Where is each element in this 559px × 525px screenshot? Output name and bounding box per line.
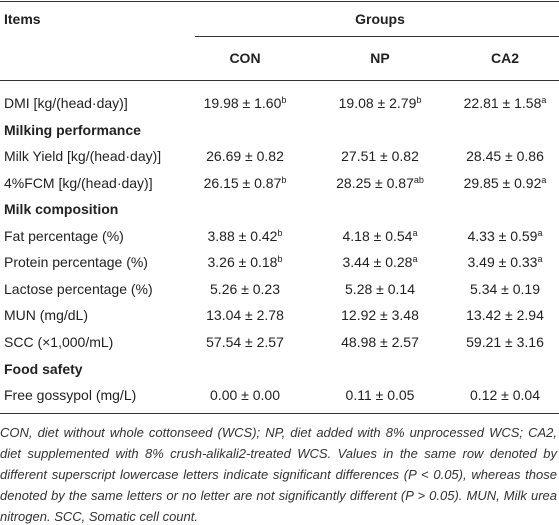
cell-value: 59.21 ± 3.16 [466, 333, 544, 350]
significance-letter: b [416, 95, 422, 105]
footnote: CON, diet without whole cottonseed (WCS)… [0, 425, 557, 524]
cell: 3.44 ± 0.28a [343, 253, 418, 271]
cell: 57.54 ± 2.57 [206, 333, 284, 351]
cell: 4.18 ± 0.54a [343, 227, 418, 245]
cell-value: 12.92 ± 3.48 [341, 307, 419, 324]
cell-value: 4.18 ± 0.54 [342, 227, 413, 244]
cell: 27.51 ± 0.82 [341, 147, 419, 165]
significance-letter: ab [413, 174, 424, 185]
significance-letter: a [412, 227, 418, 238]
significance-letter: a [541, 174, 547, 185]
cell: 3.88 ± 0.42b [208, 227, 283, 245]
cell-value: 0.11 ± 0.05 [345, 387, 415, 404]
column-header: NP [370, 50, 390, 66]
row-label: Free gossypol (mg/L) [4, 387, 137, 404]
row-label: 4%FCM [kg/(head·day)] [4, 174, 153, 191]
section-label: Food safety [4, 360, 83, 377]
cell: 28.45 ± 0.86 [466, 147, 544, 165]
cell: 3.49 ± 0.33a [468, 253, 543, 271]
row-label: Protein percentage (%) [4, 254, 148, 271]
cell: 3.26 ± 0.18b [208, 253, 283, 271]
cell-value: 57.54 ± 2.57 [206, 333, 284, 350]
significance-letter: b [277, 227, 283, 238]
group-rule [195, 36, 559, 37]
row-label: Lactose percentage (%) [4, 280, 153, 297]
cell-value: 48.98 ± 2.57 [341, 333, 419, 350]
cell-value: 4.33 ± 0.59 [467, 227, 538, 244]
cell: 4.33 ± 0.59a [468, 227, 543, 245]
cell-value: 3.26 ± 0.18 [207, 254, 278, 271]
cell-value: 27.51 ± 0.82 [341, 148, 419, 165]
items-header: Items [4, 11, 41, 27]
cell: 26.15 ± 0.87b [204, 174, 287, 192]
cell: 19.98 ± 1.60b [204, 94, 287, 112]
row-label: Milk Yield [kg/(head·day)] [4, 148, 162, 165]
top-rule [0, 1, 559, 2]
cell-value: 28.25 ± 0.87 [336, 174, 414, 191]
cell: 5.34 ± 0.19 [470, 280, 540, 298]
cell-value: 0.00 ± 0.00 [210, 387, 280, 404]
cell-value: 22.81 ± 1.58 [463, 95, 542, 111]
cell-value: 13.04 ± 2.78 [206, 307, 284, 324]
cell-value: 29.85 ± 0.92 [463, 174, 542, 191]
cell-value: 19.08 ± 2.79 [338, 95, 417, 111]
cell-value: 3.44 ± 0.28 [342, 254, 413, 271]
cell: 13.42 ± 2.94 [466, 306, 544, 324]
column-header: CA2 [490, 50, 520, 66]
cell: 0.00 ± 0.00 [210, 386, 280, 404]
cell-value: 19.98 ± 1.60 [203, 95, 282, 111]
cell: 5.26 ± 0.23 [210, 280, 280, 298]
cell: 22.81 ± 1.58a [464, 94, 547, 112]
groups-header: Groups [355, 11, 405, 27]
cell: 48.98 ± 2.57 [341, 333, 419, 351]
row-label: SCC (×1,000/mL) [4, 333, 114, 350]
cell: 5.28 ± 0.14 [345, 280, 415, 298]
cell: 0.11 ± 0.05 [346, 386, 415, 404]
cell-value: 0.12 ± 0.04 [470, 387, 540, 404]
significance-letter: b [277, 254, 283, 265]
row-label: Fat percentage (%) [4, 227, 124, 244]
cell-value: 3.49 ± 0.33 [467, 254, 538, 271]
cell-value: 5.34 ± 0.19 [470, 280, 540, 297]
cell-value: 3.88 ± 0.42 [207, 227, 278, 244]
section-label: Milk composition [4, 201, 119, 218]
significance-letter: a [412, 254, 418, 265]
significance-letter: a [537, 227, 543, 238]
cell-value: 26.69 ± 0.82 [206, 148, 284, 165]
significance-letter: b [281, 174, 287, 185]
header-rule [0, 80, 559, 81]
cell-value: 28.45 ± 0.86 [466, 148, 544, 165]
cell-value: 13.42 ± 2.94 [466, 307, 544, 324]
row-label: MUN (mg/dL) [4, 307, 89, 324]
cell: 59.21 ± 3.16 [466, 333, 544, 351]
cell-value: 26.15 ± 0.87 [203, 174, 282, 191]
cell: 0.12 ± 0.04 [470, 386, 540, 404]
cell: 29.85 ± 0.92a [464, 174, 547, 192]
cell: 26.69 ± 0.82 [206, 147, 284, 165]
column-header: CON [229, 50, 261, 66]
bottom-rule [0, 413, 559, 414]
significance-letter: b [281, 95, 287, 105]
row-label: DMI [kg/(head·day)] [4, 95, 128, 111]
cell: 28.25 ± 0.87ab [336, 174, 424, 192]
significance-letter: a [541, 95, 547, 105]
cell-value: 5.26 ± 0.23 [210, 280, 280, 297]
cell: 12.92 ± 3.48 [341, 306, 419, 324]
cell: 19.08 ± 2.79b [339, 94, 422, 112]
cell: 13.04 ± 2.78 [206, 306, 284, 324]
cell-value: 5.28 ± 0.14 [345, 280, 415, 297]
section-label: Milking performance [4, 121, 141, 138]
significance-letter: a [537, 254, 543, 265]
